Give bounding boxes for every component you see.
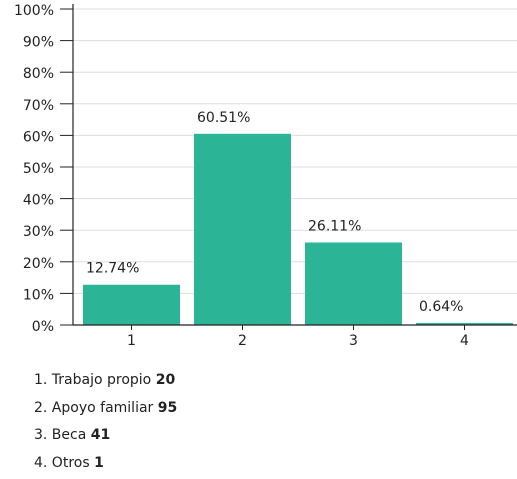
bar-value-label-4: 0.64%	[419, 299, 463, 315]
legend-item-4-label: 4. Otros	[34, 455, 90, 471]
legend-item-4: 4. Otros 1	[34, 452, 177, 479]
legend-item-1: 1. Trabajo propio 20	[34, 369, 177, 397]
legend-item-2-count: 95	[158, 400, 177, 416]
x-tick-label-2: 2	[238, 333, 247, 349]
y-tick-label: 100%	[14, 3, 54, 19]
bar-value-label-3: 26.11%	[308, 218, 361, 234]
legend-item-1-count: 20	[156, 372, 175, 388]
y-tick-label: 70%	[23, 98, 54, 114]
legend-item-1-label: 1. Trabajo propio	[34, 372, 151, 388]
legend-item-3: 3. Beca 41	[34, 424, 177, 452]
y-tick-label: 90%	[23, 35, 54, 51]
y-tick-label: 50%	[23, 161, 54, 177]
legend-item-3-label: 3. Beca	[34, 427, 86, 443]
y-tick-label: 40%	[23, 193, 54, 209]
legend-item-3-count: 41	[91, 427, 110, 443]
y-tick-label: 30%	[23, 224, 54, 240]
bar-value-label-1: 12.74%	[86, 261, 139, 277]
y-axis-tick-labels: 0% 10% 20% 30% 40% 50% 60% 70% 80% 90% 100%	[14, 3, 54, 335]
y-tick-label: 80%	[23, 66, 54, 82]
legend-item-4-count: 1	[94, 455, 104, 471]
bar-1	[83, 285, 180, 325]
bar-value-label-2: 60.51%	[197, 110, 250, 126]
legend-item-2: 2. Apoyo familiar 95	[34, 397, 177, 425]
x-tick-label-1: 1	[127, 333, 136, 349]
x-tick-label-3: 3	[349, 333, 358, 349]
legend-item-2-label: 2. Apoyo familiar	[34, 400, 153, 416]
y-tick-label: 60%	[23, 129, 54, 145]
bars: 12.74% 60.51% 26.11% 0.64%	[83, 110, 513, 325]
bar-chart: 0% 10% 20% 30% 40% 50% 60% 70% 80% 90% 100% 12.74%…	[0, 0, 517, 360]
x-axis-tick-labels: 1 2 3 4	[127, 325, 469, 349]
y-tick-label: 0%	[32, 319, 54, 335]
y-tick-label: 10%	[23, 287, 54, 303]
legend-list: 1. Trabajo propio 20 2. Apoyo familiar 9…	[34, 369, 177, 479]
bar-3	[305, 242, 402, 325]
x-tick-label-4: 4	[460, 333, 469, 349]
bar-2	[194, 134, 291, 325]
y-tick-label: 20%	[23, 256, 54, 272]
